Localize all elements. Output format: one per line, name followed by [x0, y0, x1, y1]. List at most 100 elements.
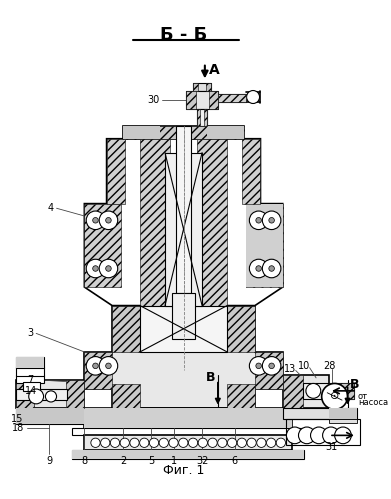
Bar — [246, 204, 283, 287]
Polygon shape — [84, 305, 283, 408]
Bar — [16, 375, 43, 383]
Text: 7: 7 — [27, 375, 34, 385]
Circle shape — [140, 438, 149, 448]
Bar — [193, 83, 212, 90]
Circle shape — [256, 266, 262, 271]
Circle shape — [247, 90, 260, 103]
Bar — [140, 139, 170, 305]
Bar — [207, 126, 244, 139]
Bar — [283, 375, 329, 408]
Bar — [84, 408, 292, 428]
Bar — [16, 357, 43, 368]
Bar — [227, 384, 255, 408]
Text: 10: 10 — [298, 361, 310, 371]
Bar — [283, 375, 303, 408]
Bar — [16, 357, 43, 368]
Text: Б - Б: Б - Б — [160, 26, 207, 44]
Circle shape — [335, 427, 352, 444]
Bar — [72, 450, 304, 460]
Circle shape — [99, 259, 118, 278]
Circle shape — [249, 211, 268, 230]
Bar — [176, 126, 191, 292]
Bar — [204, 109, 207, 126]
Bar — [283, 408, 357, 419]
Bar — [187, 90, 196, 109]
Text: 9: 9 — [46, 456, 52, 467]
Circle shape — [86, 259, 105, 278]
Circle shape — [149, 438, 159, 448]
Bar — [172, 292, 195, 339]
Circle shape — [198, 438, 208, 448]
Circle shape — [93, 266, 98, 271]
Circle shape — [298, 427, 315, 444]
Circle shape — [29, 389, 43, 404]
Text: В: В — [206, 371, 215, 384]
Bar — [16, 408, 84, 424]
Bar — [107, 139, 125, 204]
Text: 1: 1 — [171, 456, 178, 467]
Bar — [84, 352, 112, 389]
Circle shape — [310, 427, 327, 444]
Text: 32: 32 — [196, 456, 208, 467]
Circle shape — [99, 211, 118, 230]
Circle shape — [218, 438, 227, 448]
Bar — [72, 428, 304, 435]
Bar — [16, 389, 67, 400]
Circle shape — [262, 357, 281, 375]
Circle shape — [110, 438, 120, 448]
Circle shape — [262, 259, 281, 278]
Text: 28: 28 — [323, 361, 335, 371]
Bar — [23, 382, 40, 391]
Circle shape — [91, 438, 100, 448]
Bar — [193, 83, 198, 90]
Bar — [112, 305, 140, 352]
Circle shape — [86, 211, 105, 230]
Circle shape — [269, 218, 274, 223]
Circle shape — [179, 438, 188, 448]
Bar — [197, 109, 207, 126]
Circle shape — [120, 438, 129, 448]
Bar — [329, 419, 357, 423]
Circle shape — [323, 427, 339, 444]
Circle shape — [237, 438, 246, 448]
Circle shape — [276, 438, 285, 448]
Bar — [218, 94, 246, 102]
Bar — [197, 139, 227, 305]
Text: 30: 30 — [147, 95, 159, 105]
Bar — [165, 153, 202, 305]
Text: 18: 18 — [11, 423, 24, 433]
Bar — [329, 383, 354, 399]
Bar — [246, 204, 283, 287]
Circle shape — [106, 218, 111, 223]
Text: 8: 8 — [81, 456, 88, 467]
Circle shape — [322, 383, 348, 409]
Text: 3: 3 — [27, 328, 34, 338]
Text: 5: 5 — [148, 456, 154, 467]
Circle shape — [188, 438, 198, 448]
Circle shape — [306, 383, 321, 398]
Bar — [66, 380, 84, 408]
Circle shape — [99, 357, 118, 375]
Circle shape — [267, 438, 276, 448]
Text: ⊙: ⊙ — [330, 391, 339, 401]
Bar — [187, 90, 218, 109]
Bar — [197, 109, 200, 126]
Text: 15: 15 — [11, 414, 24, 424]
Text: 2: 2 — [120, 456, 126, 467]
Text: 6: 6 — [231, 456, 238, 467]
Text: А: А — [209, 63, 219, 77]
Text: 31: 31 — [326, 443, 338, 453]
Circle shape — [256, 363, 262, 369]
Circle shape — [93, 218, 98, 223]
Circle shape — [228, 438, 237, 448]
Circle shape — [269, 363, 274, 369]
Circle shape — [130, 438, 139, 448]
Bar — [123, 126, 244, 139]
Bar — [206, 83, 212, 90]
Circle shape — [45, 391, 57, 402]
Circle shape — [106, 363, 111, 369]
Circle shape — [169, 438, 178, 448]
Bar — [242, 139, 260, 204]
Circle shape — [257, 438, 266, 448]
Bar — [218, 94, 246, 102]
